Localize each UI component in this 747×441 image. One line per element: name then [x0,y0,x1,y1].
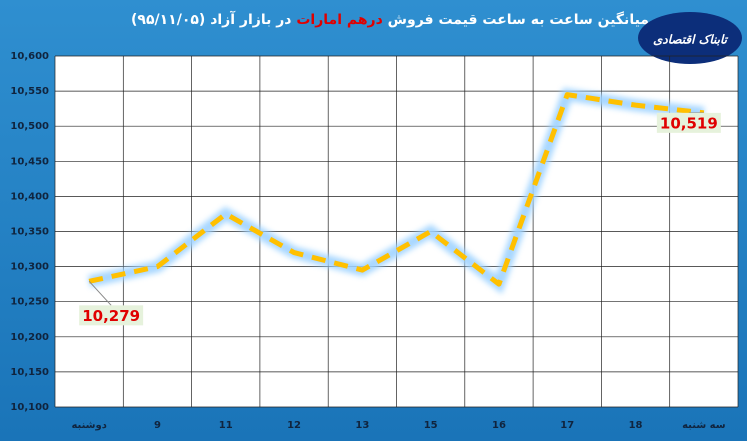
x-tick-label: 13 [355,420,369,431]
y-tick-label: 10,250 [10,297,49,308]
x-tick-label: 17 [560,420,574,431]
line-glow [87,87,705,294]
value-label: 10,519 [660,114,718,132]
logo-text: تابناک اقتصادی [653,33,729,47]
y-tick-label: 10,400 [10,191,49,202]
x-tick-label: 12 [287,420,301,431]
y-tick-label: 10,300 [10,262,49,273]
x-tick-label: 15 [424,420,438,431]
y-tick-label: 10,450 [10,156,49,167]
x-tick-label: 11 [219,420,233,431]
x-tick-label: 18 [629,420,643,431]
logo-badge [638,12,742,64]
x-tick-label: سه شنبه [682,420,726,431]
value-label-box [656,112,721,133]
x-tick-label: 9 [154,420,161,431]
x-tick-label: دوشنبه [71,420,106,431]
y-tick-label: 10,500 [10,121,49,132]
title-prefix: میانگین ساعت به ساعت قیمت فروش [383,11,649,28]
y-tick-label: 10,550 [10,86,49,97]
value-label: 10,279 [82,307,140,325]
label-leader [88,281,112,306]
y-tick-label: 10,350 [10,227,49,238]
y-tick-label: 10,600 [10,51,49,62]
chart-title: میانگین ساعت به ساعت قیمت فروش درهم امار… [131,10,649,28]
y-tick-label: 10,200 [10,332,49,343]
value-label-box [79,305,144,326]
x-tick-label: 16 [492,420,506,431]
y-tick-label: 10,150 [10,367,49,378]
title-suffix: در بازار آزاد (۹۵/۱۱/۰۵) [131,10,296,28]
title-highlight: درهم امارات [296,12,382,28]
y-tick-label: 10,100 [10,402,49,413]
